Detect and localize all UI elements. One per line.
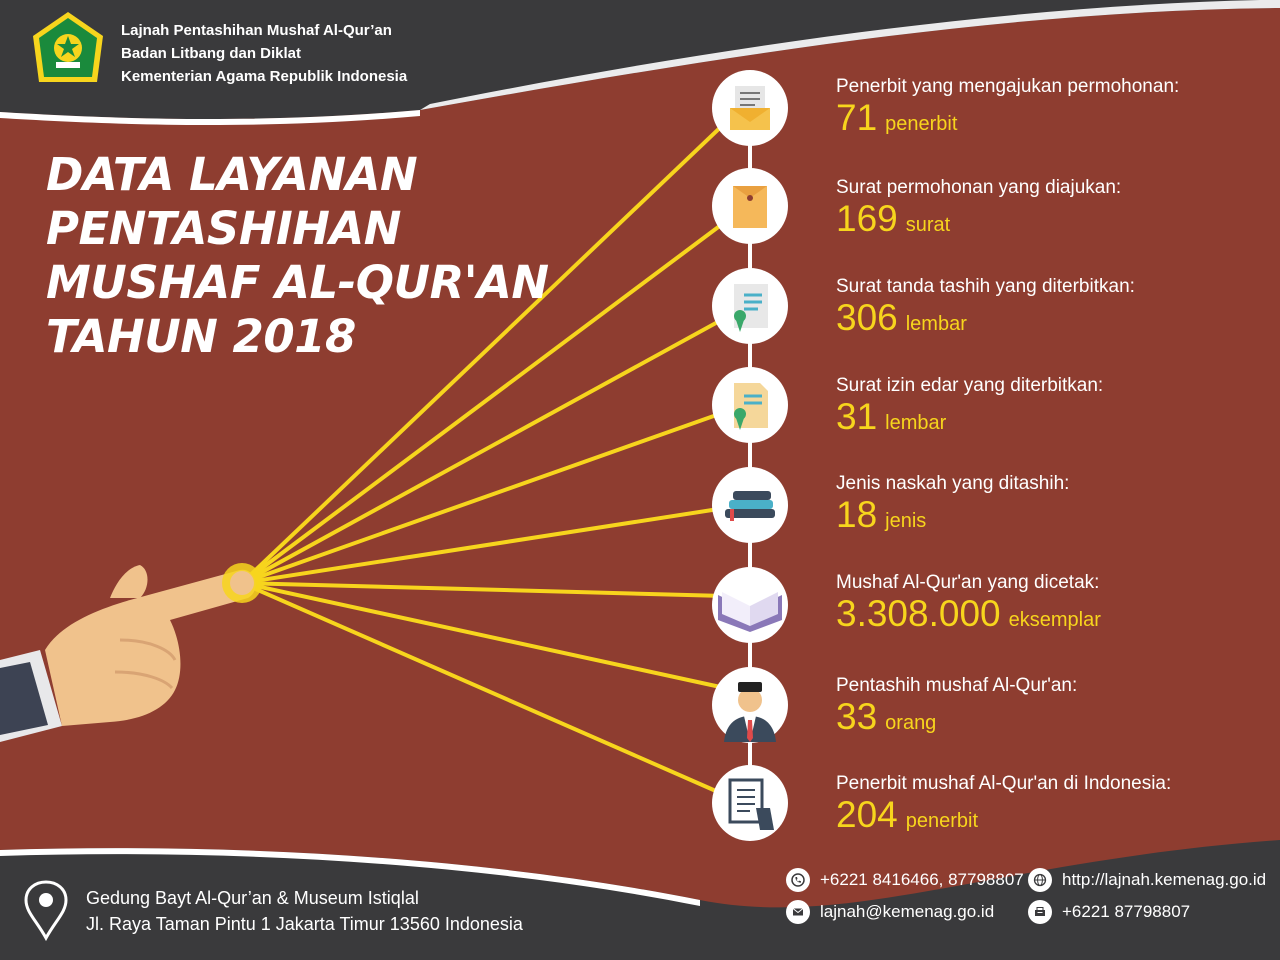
stat-izin-edar: Surat izin edar yang diterbitkan: 31 lemb… [836,375,1266,443]
stat-unit: orang [885,712,937,734]
stat-label: Penerbit yang mengajukan permohonan: [836,76,1180,97]
org-name-line1: Lajnah Pentashihan Mushaf Al-Qur’an [121,22,392,39]
envelope-document-icon [730,86,770,130]
certificate-icon [734,284,768,332]
phone-icon [786,868,810,892]
stat-unit: penerbit [905,810,979,832]
stat-unit: surat [905,214,951,236]
email-text[interactable]: lajnah@kemenag.go.id [820,902,995,921]
document-hand-icon [728,778,774,830]
book-stack-icon [725,491,775,521]
stat-value: 204 [836,794,898,835]
stat-label: Pentashih mushaf Al-Qur'an: [836,675,1078,696]
globe-icon [1028,868,1052,892]
address-line2: Jl. Raya Taman Pintu 1 Jakarta Timur 135… [86,914,523,934]
website-link[interactable]: http://lajnah.kemenag.go.id [1062,870,1267,889]
kemenag-logo [33,12,103,82]
stat-label: Surat izin edar yang diterbitkan: [836,375,1104,396]
address-line1: Gedung Bayt Al-Qur’an & Museum Istiqlal [86,888,419,908]
org-name-line3: Kementerian Agama Republik Indonesia [121,68,408,85]
stat-unit: lembar [905,313,967,335]
person-peci-icon [724,682,776,742]
stat-label: Surat permohonan yang diajukan: [836,177,1122,198]
phone-text: +6221 8416466, 87798807 [820,870,1024,889]
org-name-line2: Badan Litbang dan Diklat [121,45,302,62]
stat-label: Mushaf Al-Qur'an yang dicetak: [836,572,1100,593]
pointing-hand-icon [0,563,262,742]
contact-phone: +6221 8416466, 87798807 [786,868,1024,892]
stat-penerbit-indonesia: Penerbit mushaf Al-Qur'an di Indonesia: … [836,773,1266,841]
stat-value: 3.308.000 [836,593,1001,634]
stat-surat-permohonan: Surat permohonan yang diajukan: 169 surat [836,177,1266,245]
contact-email: lajnah@kemenag.go.id [786,900,994,924]
stat-penerbit-pemohon: Penerbit yang mengajukan permohonan: 71 p… [836,76,1266,144]
stat-label: Surat tanda tashih yang diterbitkan: [836,276,1135,297]
fax-text: +6221 87798807 [1062,902,1191,921]
title-line4: TAHUN 2018 [46,310,356,363]
stat-label: Penerbit mushaf Al-Qur'an di Indonesia: [836,773,1172,794]
location-pin-icon [24,880,68,942]
stat-pentashih: Pentashih mushaf Al-Qur'an: 33 orang [836,675,1266,743]
certificate-folded-icon [734,383,768,430]
stat-value: 71 [836,97,878,138]
stat-jenis-naskah: Jenis naskah yang ditashih: 18 jenis [836,473,1266,541]
title-line3: MUSHAF AL-QUR'AN [46,256,549,309]
open-book-icon [718,592,782,632]
stat-label: Jenis naskah yang ditashih: [836,473,1070,494]
title-line2: PENTASHIHAN [46,202,401,255]
fax-icon [1028,900,1052,924]
rays [240,121,727,797]
stat-value: 306 [836,297,898,338]
email-icon [786,900,810,924]
stat-unit: eksemplar [1008,609,1101,631]
contact-fax: +6221 87798807 [1028,900,1190,924]
stat-unit: penerbit [885,113,958,135]
contact-website: http://lajnah.kemenag.go.id [1028,868,1266,892]
stat-value: 18 [836,494,878,535]
title-line1: DATA LAYANAN [46,148,418,201]
envelope-folder-icon [733,186,767,228]
stat-value: 169 [836,198,898,239]
stat-tanda-tashih: Surat tanda tashih yang diterbitkan: 306… [836,276,1266,344]
page-title: DATA LAYANAN PENTASHIHAN MUSHAF AL-QUR'A… [46,148,549,364]
stat-value: 31 [836,396,878,437]
stat-unit: jenis [885,510,927,532]
stat-mushaf-dicetak: Mushaf Al-Qur'an yang dicetak: 3.308.000… [836,572,1266,640]
stat-value: 33 [836,696,878,737]
stat-unit: lembar [885,412,947,434]
